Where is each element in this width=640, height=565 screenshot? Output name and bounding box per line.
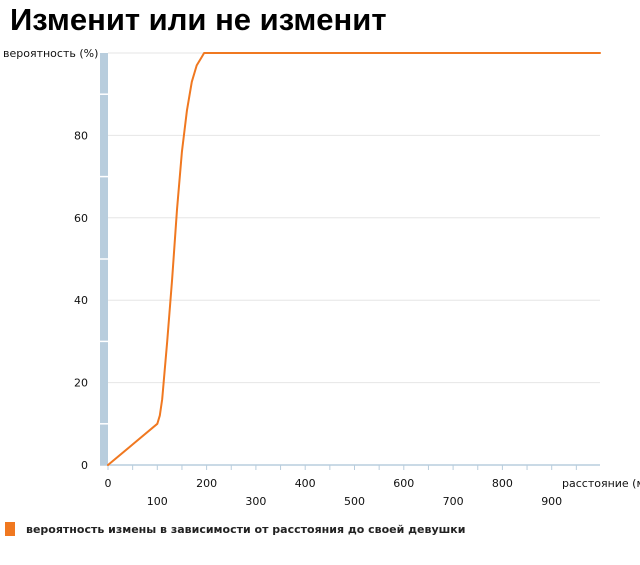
- y-axis: 0 20 40 60 80: [74, 53, 108, 472]
- y-tick-label: 40: [74, 294, 88, 307]
- x-tick-label: 0: [105, 477, 112, 490]
- x-axis: 0 100 200 300 400 500 600 700 800 900: [100, 464, 600, 508]
- y-tick-label: 80: [74, 129, 88, 142]
- x-tick-label: 400: [295, 477, 316, 490]
- chart-title: Изменит или не изменит: [10, 2, 387, 37]
- x-tick-label: 900: [541, 495, 562, 508]
- x-tick-label: 100: [147, 495, 168, 508]
- series-line: [107, 52, 601, 466]
- y-tick-label: 20: [74, 377, 88, 390]
- x-tick-label: 500: [344, 495, 365, 508]
- x-tick-label: 600: [393, 477, 414, 490]
- x-tick-label: 200: [196, 477, 217, 490]
- y-tick-label: 0: [81, 459, 88, 472]
- series-layer: [107, 52, 601, 466]
- x-tick-label: 700: [443, 495, 464, 508]
- legend[interactable]: вероятность измены в зависимости от расс…: [5, 522, 465, 536]
- x-tick-label: 300: [245, 495, 266, 508]
- legend-swatch: [5, 522, 15, 536]
- y-axis-label: вероятность (%): [3, 47, 98, 60]
- x-tick-label: 800: [492, 477, 513, 490]
- y-tick-label: 60: [74, 212, 88, 225]
- x-axis-label: расстояние (м): [562, 477, 640, 490]
- legend-series-label: вероятность измены в зависимости от расс…: [26, 522, 466, 536]
- grid-lines: [108, 52, 600, 384]
